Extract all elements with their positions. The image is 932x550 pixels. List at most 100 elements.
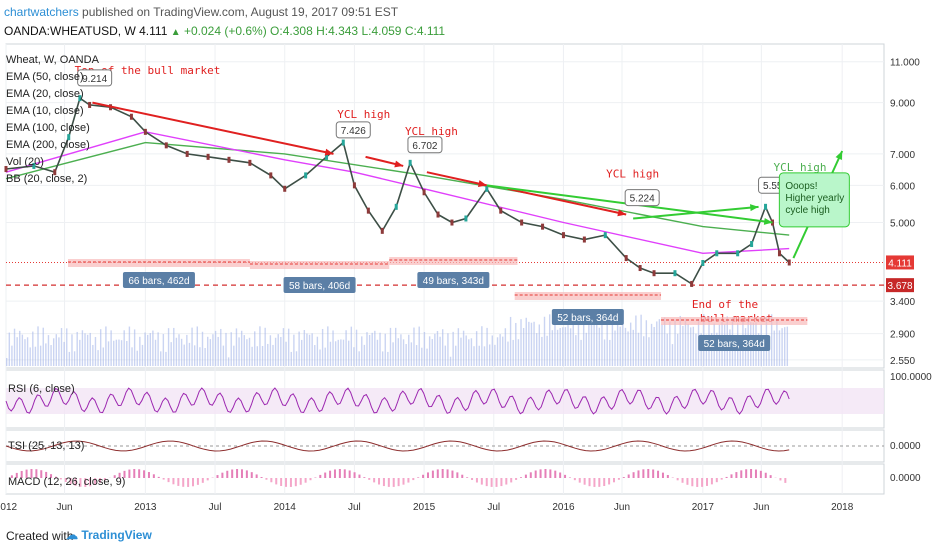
y-tick-label: 3.678 xyxy=(887,281,912,292)
macd-histogram-bar xyxy=(519,477,522,478)
volume-bar xyxy=(580,339,582,366)
x-tick-label: 2016 xyxy=(552,502,575,513)
volume-bar xyxy=(81,330,84,366)
macd-histogram-bar xyxy=(652,469,655,478)
volume-bar xyxy=(421,347,423,366)
trend-arrow-green-head xyxy=(749,204,759,212)
volume-bar xyxy=(551,330,554,366)
macd-histogram-bar xyxy=(715,478,718,483)
volume-bar xyxy=(405,344,407,366)
macd-histogram-bar xyxy=(485,478,488,487)
y-tick-label: 4.111 xyxy=(888,258,912,269)
volume-bar xyxy=(128,326,131,366)
annotation-ycl-high-green: YCL high xyxy=(774,161,827,174)
volume-bar xyxy=(92,344,94,366)
volume-bar xyxy=(682,325,684,366)
volume-bar xyxy=(60,328,63,366)
macd-histogram-bar xyxy=(554,470,557,478)
volume-bar xyxy=(541,336,543,366)
legend-item-ema20[interactable]: EMA (20, close) xyxy=(6,88,84,100)
legend-item-ema50[interactable]: EMA (50, close) xyxy=(6,71,84,83)
volume-bar xyxy=(84,333,86,366)
macd-histogram-bar xyxy=(84,478,87,487)
volume-bar xyxy=(152,330,154,366)
macd-histogram-bar xyxy=(289,478,292,487)
volume-bar xyxy=(515,322,517,366)
volume-bar xyxy=(627,331,629,366)
tradingview-logo[interactable]: ☁ TradingView xyxy=(66,528,152,542)
volume-bar xyxy=(170,342,172,366)
volume-bar xyxy=(199,347,201,366)
macd-histogram-bar xyxy=(534,470,537,478)
volume-bar xyxy=(363,344,366,366)
macd-histogram-bar xyxy=(583,478,586,485)
rsi-label[interactable]: RSI (6, close) xyxy=(8,383,75,395)
macd-histogram-bar xyxy=(617,478,620,480)
macd-histogram-bar xyxy=(500,478,503,487)
volume-bar xyxy=(39,345,42,366)
volume-bar xyxy=(105,326,107,366)
volume-bar xyxy=(645,320,648,366)
publish-line: chartwatchers published on TradingView.c… xyxy=(4,5,398,19)
volume-bar xyxy=(622,322,624,366)
macd-histogram-bar xyxy=(324,472,327,478)
macd-histogram-bar xyxy=(147,472,150,478)
macd-histogram-bar xyxy=(564,474,567,478)
author-link[interactable]: chartwatchers xyxy=(4,5,79,19)
price-candle xyxy=(129,113,133,120)
x-tick-label: 2015 xyxy=(413,502,436,513)
macd-histogram-bar xyxy=(745,469,748,478)
volume-bar xyxy=(259,326,261,366)
annotation-ycl-high: YCL high xyxy=(337,108,390,121)
legend-item-symbol[interactable]: Wheat, W, OANDA xyxy=(6,54,99,66)
volume-bar xyxy=(366,332,368,366)
macd-histogram-bar xyxy=(505,478,508,485)
volume-bar xyxy=(188,342,191,366)
macd-histogram-bar xyxy=(363,477,366,478)
volume-bar xyxy=(42,327,44,366)
macd-histogram-bar xyxy=(128,469,131,478)
volume-bar xyxy=(465,335,467,366)
macd-histogram-bar xyxy=(299,478,302,485)
price-candle xyxy=(78,95,82,102)
macd-histogram-bar xyxy=(157,476,160,478)
range-label: 52 bars, 364d xyxy=(557,313,618,324)
macd-histogram-bar xyxy=(475,478,478,483)
price-candle xyxy=(164,142,168,149)
legend-item-ema100[interactable]: EMA (100, close) xyxy=(6,122,90,134)
macd-histogram-bar xyxy=(378,478,381,485)
y-tick-label: 9.000 xyxy=(890,99,915,110)
range-band xyxy=(249,261,390,269)
macd-histogram-bar xyxy=(368,478,371,480)
brand-name: TradingView xyxy=(81,528,152,542)
range-label-box xyxy=(551,309,624,325)
volume-bar xyxy=(609,339,611,366)
volume-bar xyxy=(126,341,128,366)
volume-bar xyxy=(629,322,632,366)
y-tick-label: 11.000 xyxy=(890,58,920,69)
volume-bar xyxy=(342,339,345,366)
volume-bar xyxy=(418,326,420,366)
macd-histogram-bar xyxy=(451,470,454,478)
macd-histogram-bar xyxy=(603,478,606,487)
legend-item-ema200[interactable]: EMA (200, close) xyxy=(6,139,90,151)
volume-bar xyxy=(193,345,196,366)
volume-bar xyxy=(295,351,298,366)
ema-line xyxy=(5,141,790,236)
price-candle xyxy=(485,185,489,192)
chart-canvas[interactable]: 2012 Jun 2013 Jul 2014 Jul 2015 Jul 2016 Jun 2017 J… xyxy=(0,0,932,524)
legend-item-bb[interactable]: BB (20, close, 2) xyxy=(6,173,88,185)
volume-bar xyxy=(324,347,326,366)
macd-histogram-bar xyxy=(79,478,82,487)
range-band xyxy=(514,292,662,300)
legend-item-ema10[interactable]: EMA (10, close) xyxy=(6,105,84,117)
macd-histogram-bar xyxy=(167,478,170,483)
macd-histogram-bar xyxy=(578,478,581,483)
macd-histogram-bar xyxy=(177,478,180,486)
legend-item-vol[interactable]: Vol (20) xyxy=(6,156,44,168)
tsi-label[interactable]: TSI (25, 13, 13) xyxy=(8,440,85,452)
macd-histogram-bar xyxy=(691,478,694,487)
macd-label[interactable]: MACD (12, 26, close, 9) xyxy=(8,476,126,488)
macd-histogram-bar xyxy=(255,474,258,478)
volume-bar xyxy=(277,334,279,366)
